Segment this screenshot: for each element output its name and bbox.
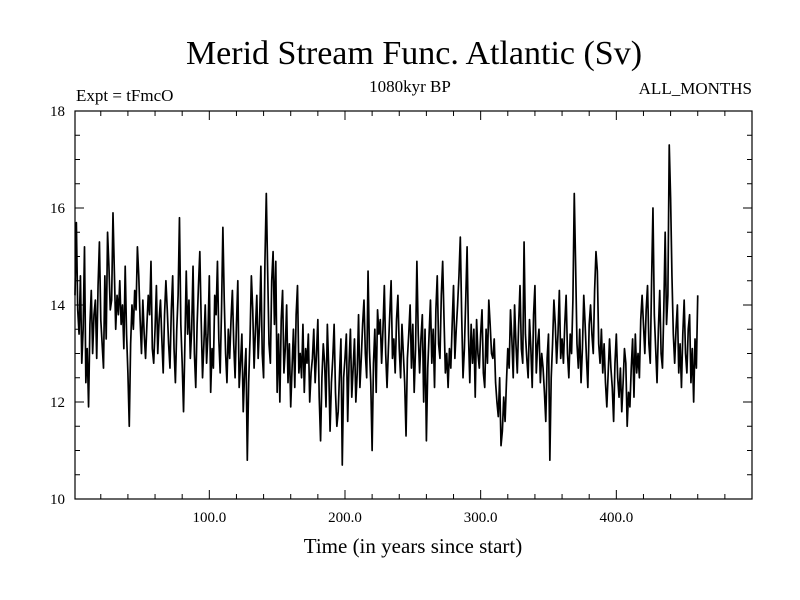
axis-tick-labels: 10 12 14 16 18 100.0 200.0 300.0 400.0 (50, 104, 633, 526)
series-group (74, 144, 699, 466)
axis-ticks (75, 110, 752, 500)
y-tick-label: 14 (50, 298, 66, 314)
period-label: 1080kyr BP (369, 77, 451, 96)
x-tick-label: 400.0 (599, 510, 633, 526)
chart-title: Merid Stream Func. Atlantic (Sv) (186, 35, 642, 72)
y-tick-label: 16 (50, 201, 66, 217)
x-tick-label: 100.0 (192, 510, 226, 526)
plot-frame (74, 110, 753, 500)
series-line-0 (74, 144, 699, 466)
y-tick-label: 18 (50, 104, 65, 120)
x-tick-label: 200.0 (328, 510, 362, 526)
experiment-label: Expt = tFmcO (76, 86, 173, 105)
x-tick-label: 300.0 (464, 510, 498, 526)
y-tick-label: 10 (50, 492, 65, 508)
y-tick-label: 12 (50, 395, 65, 411)
x-axis-label: Time (in years since start) (304, 534, 523, 558)
months-label: ALL_MONTHS (639, 79, 752, 98)
